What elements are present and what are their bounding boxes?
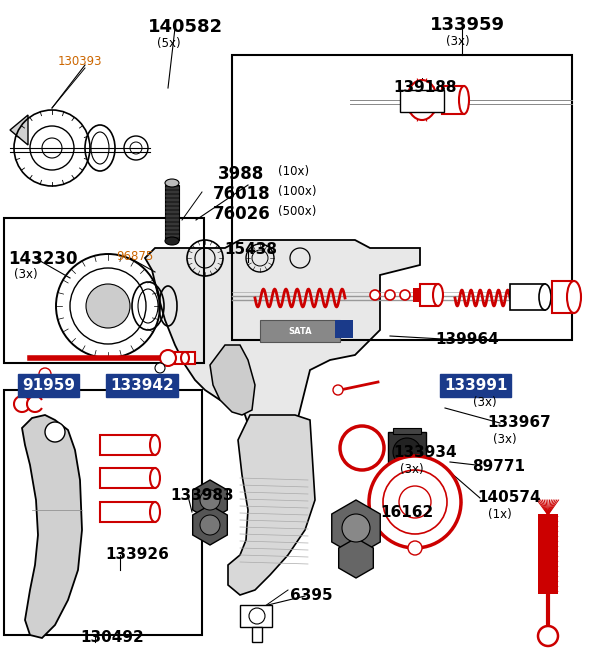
- Text: (3x): (3x): [14, 268, 38, 281]
- Bar: [260, 320, 340, 342]
- Text: 89771: 89771: [472, 459, 525, 474]
- Polygon shape: [210, 345, 255, 415]
- Bar: [510, 284, 545, 310]
- Text: 139964: 139964: [435, 332, 499, 347]
- Text: 133967: 133967: [487, 415, 551, 430]
- Text: 96875: 96875: [116, 250, 153, 263]
- Circle shape: [383, 470, 447, 534]
- Bar: [393, 428, 421, 434]
- Ellipse shape: [459, 86, 469, 114]
- Bar: [413, 288, 425, 302]
- Circle shape: [340, 426, 384, 470]
- Text: 130492: 130492: [80, 630, 144, 645]
- Circle shape: [39, 368, 51, 380]
- Text: SATA: SATA: [288, 328, 312, 336]
- Bar: [538, 514, 558, 594]
- Polygon shape: [10, 115, 28, 145]
- Circle shape: [155, 363, 165, 373]
- Text: (100x): (100x): [278, 185, 317, 198]
- Polygon shape: [22, 415, 82, 638]
- Circle shape: [86, 284, 130, 328]
- Ellipse shape: [567, 281, 581, 313]
- Bar: [100, 468, 155, 488]
- Circle shape: [160, 350, 176, 366]
- Bar: [552, 281, 574, 313]
- Bar: [240, 605, 272, 627]
- Bar: [175, 352, 195, 364]
- Text: 133934: 133934: [393, 445, 457, 460]
- Circle shape: [370, 290, 380, 300]
- Text: 143230: 143230: [8, 250, 78, 268]
- Bar: [420, 284, 438, 306]
- Text: 133959: 133959: [430, 16, 505, 34]
- Ellipse shape: [407, 80, 437, 120]
- Circle shape: [393, 438, 421, 466]
- Polygon shape: [228, 415, 315, 595]
- Polygon shape: [145, 240, 420, 440]
- Ellipse shape: [539, 284, 551, 310]
- Ellipse shape: [181, 352, 189, 364]
- Polygon shape: [193, 480, 227, 520]
- Bar: [400, 90, 444, 112]
- Text: (500x): (500x): [278, 205, 316, 218]
- Text: 133991: 133991: [444, 378, 507, 393]
- Text: 140574: 140574: [477, 490, 541, 505]
- Bar: [335, 320, 353, 338]
- Ellipse shape: [165, 179, 179, 187]
- Circle shape: [342, 514, 370, 542]
- Text: 133926: 133926: [105, 547, 169, 562]
- Circle shape: [200, 515, 220, 535]
- Text: 91959: 91959: [22, 378, 75, 393]
- Circle shape: [200, 490, 220, 510]
- Bar: [100, 435, 155, 455]
- Bar: [388, 432, 426, 472]
- Text: 139188: 139188: [393, 80, 457, 95]
- Ellipse shape: [165, 237, 179, 245]
- Polygon shape: [332, 500, 380, 556]
- Text: (3x): (3x): [493, 433, 517, 446]
- Ellipse shape: [150, 435, 160, 455]
- Text: 140582: 140582: [148, 18, 223, 36]
- Polygon shape: [339, 538, 373, 578]
- Circle shape: [385, 290, 395, 300]
- Text: (1x): (1x): [488, 508, 511, 521]
- Text: 76018: 76018: [213, 185, 270, 203]
- Ellipse shape: [433, 284, 443, 306]
- Bar: [165, 185, 179, 240]
- Circle shape: [408, 541, 422, 555]
- Text: (3x): (3x): [446, 35, 469, 48]
- Polygon shape: [193, 505, 227, 545]
- Text: (10x): (10x): [278, 165, 309, 178]
- Circle shape: [400, 290, 410, 300]
- Bar: [100, 502, 155, 522]
- Bar: [4, 218, 204, 363]
- Text: 76026: 76026: [213, 205, 270, 223]
- Text: 3988: 3988: [218, 165, 264, 183]
- Circle shape: [45, 422, 65, 442]
- Text: 16162: 16162: [380, 505, 433, 520]
- Ellipse shape: [150, 502, 160, 522]
- Circle shape: [249, 608, 265, 624]
- Bar: [4, 390, 202, 635]
- Text: (5x): (5x): [157, 37, 181, 50]
- Circle shape: [369, 456, 461, 548]
- Text: (3x): (3x): [400, 463, 424, 476]
- Bar: [252, 627, 262, 642]
- Circle shape: [399, 486, 431, 518]
- Text: 130393: 130393: [58, 55, 103, 68]
- Text: 6395: 6395: [290, 588, 332, 603]
- Text: 133942: 133942: [110, 378, 174, 393]
- Text: (3x): (3x): [473, 396, 496, 409]
- Circle shape: [333, 385, 343, 395]
- Ellipse shape: [150, 468, 160, 488]
- Circle shape: [538, 626, 558, 646]
- Bar: [232, 55, 572, 340]
- Text: 15438: 15438: [224, 242, 277, 257]
- Text: 133983: 133983: [170, 488, 234, 503]
- Bar: [442, 86, 464, 114]
